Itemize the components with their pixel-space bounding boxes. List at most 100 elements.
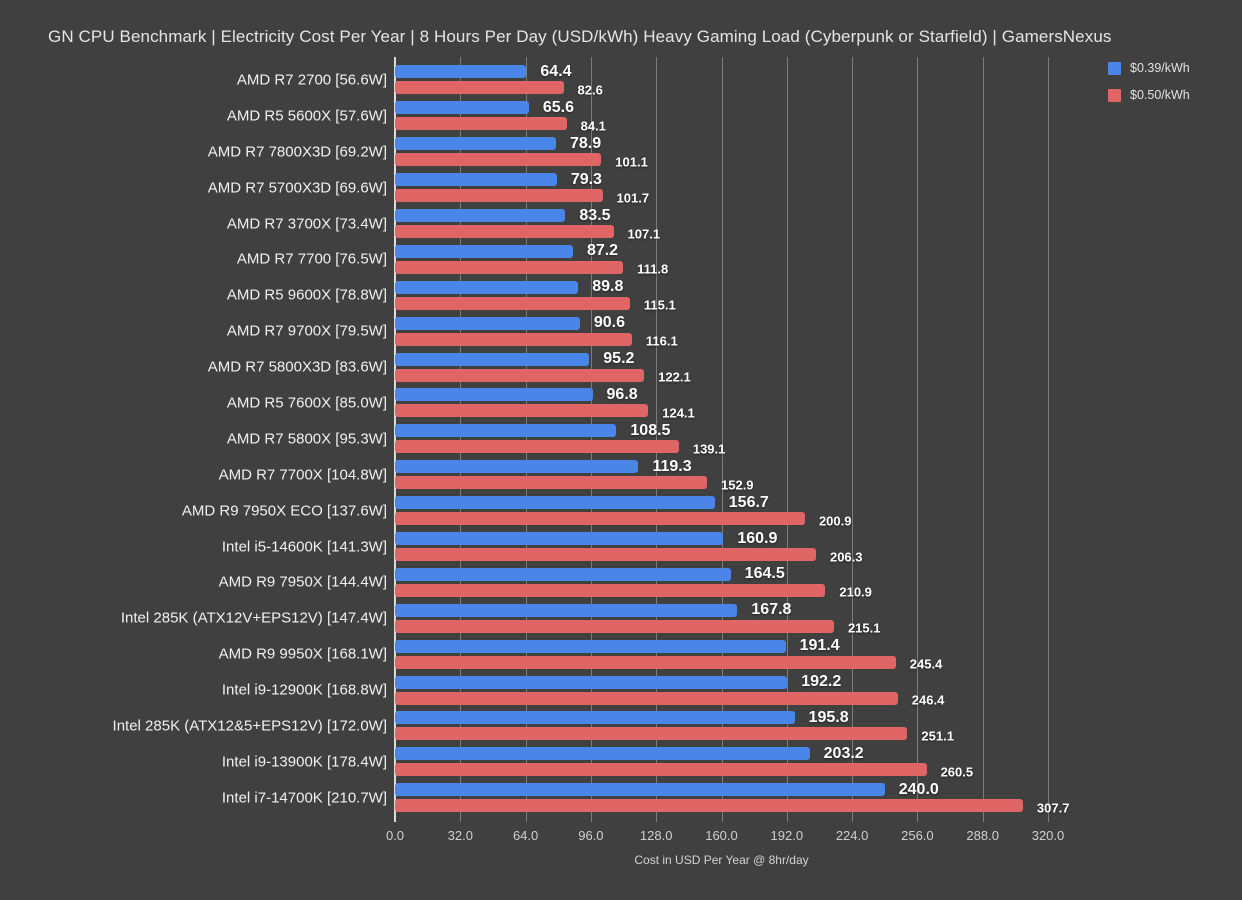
category-label: Intel 285K (ATX12&5+EPS12V) [172.0W] (112, 717, 387, 735)
bar-050kwh (395, 368, 645, 382)
bar-value-label: 90.6 (593, 314, 626, 332)
x-tick-label: 224.0 (835, 828, 869, 843)
x-tick-label: 288.0 (966, 828, 999, 843)
bar-line: 89.8 (395, 278, 1048, 296)
bar-line: 152.9 (395, 476, 1048, 492)
bar-line: 124.1 (395, 404, 1048, 421)
bar-group: AMD R9 7950X [144.4W] 164.5 210.9 (219, 565, 1048, 600)
bar-value-label: 160.9 (737, 529, 778, 547)
bar-value-label: 116.1 (645, 333, 678, 349)
bar-line: 115.1 (395, 296, 1048, 313)
bar-039kwh (395, 675, 788, 689)
category-label: AMD R7 5700X3D [69.6W] (207, 179, 387, 197)
bar-line: 191.4 (395, 637, 1048, 654)
bar-group: AMD R9 7950X ECO [137.6W] 156.7 200.9 (182, 493, 1048, 529)
bar-050kwh (395, 189, 603, 203)
category-label: AMD R7 7700X [104.8W] (218, 466, 387, 484)
bar-value-label: 215.1 (847, 620, 881, 636)
bar-value-label: 108.5 (630, 421, 671, 439)
bar-050kwh (395, 691, 898, 705)
bar-050kwh (395, 81, 564, 95)
bar-group: Intel 285K (ATX12V+EPS12V) [147.4W] 167.8… (121, 601, 1048, 636)
category-label: AMD R7 5800X3D [83.6W] (207, 358, 387, 376)
bar-line: 307.7 (395, 799, 1069, 815)
bar-value-label: 111.8 (637, 261, 669, 277)
gridline (982, 57, 984, 822)
bar-group: AMD R9 9950X [168.1W] 191.4 245.4 (219, 637, 1048, 672)
bar-line: 164.5 (395, 565, 1048, 583)
bar-line: 83.5 (395, 207, 1048, 224)
bar-value-label: 87.2 (586, 242, 619, 260)
legend-label: $0.50/kWh (1130, 88, 1190, 102)
bar-value-label: 64.4 (540, 62, 572, 80)
bar-group: AMD R7 7800X3D [69.2W] 78.9 101.1 (208, 135, 1048, 170)
bar-050kwh (395, 727, 908, 741)
category-label: AMD R5 7600X [85.0W] (226, 394, 387, 412)
legend-item: $0.50/kWh (1108, 88, 1190, 102)
bar-value-label: 115.1 (643, 297, 676, 313)
bar-line: 215.1 (395, 619, 1048, 636)
category-label: AMD R5 9600X [78.8W] (226, 286, 387, 304)
bar-line: 206.3 (395, 548, 1048, 564)
bar-039kwh (395, 65, 527, 79)
category-label: Intel i9-13900K [178.4W] (221, 753, 387, 771)
bar-value-label: 192.2 (801, 673, 842, 691)
x-axis: 0.0 32.0 64.0 96.0 128.0 160.0 192.0 224.0 256.0… (386, 828, 1064, 846)
gridline (525, 57, 527, 822)
bar-value-label: 101.1 (615, 154, 648, 170)
bar-group: AMD R7 7700X [104.8W] 119.3 152.9 (219, 458, 1048, 493)
bar-039kwh (395, 747, 810, 761)
bar-039kwh (395, 711, 795, 725)
bar-line: 160.9 (395, 529, 1048, 547)
bar-050kwh (395, 117, 567, 131)
bar-039kwh (395, 496, 715, 510)
bar-line: 78.9 (395, 135, 1048, 152)
bar-line: 156.7 (395, 493, 1048, 511)
bar-line: 192.2 (395, 673, 1048, 691)
bar-050kwh (395, 799, 1023, 813)
bar-line: 95.2 (395, 350, 1048, 368)
legend-swatch-icon (1108, 61, 1121, 75)
category-label: AMD R7 9700X [79.5W] (226, 322, 387, 340)
bar-group: AMD R7 5800X [95.3W] 108.5 139.1 (227, 421, 1048, 457)
bar-value-label: 164.5 (744, 565, 785, 583)
bar-value-label: 195.8 (808, 708, 849, 726)
bar-group: AMD R7 2700 [56.6W] 64.4 82.6 (237, 62, 1048, 98)
bar-rows: AMD R7 2700 [56.6W] 64.4 82.6 AMD R5 5600X … (113, 57, 1070, 822)
bar-050kwh (395, 332, 632, 346)
bar-039kwh (395, 639, 786, 653)
bar-050kwh (395, 476, 707, 490)
bar-line: 240.0 (395, 781, 1048, 798)
gridline (852, 57, 854, 822)
bar-039kwh (395, 424, 617, 438)
bar-value-label: 156.7 (728, 493, 769, 511)
x-tick-label: 0.0 (385, 828, 405, 843)
legend-item: $0.39/kWh (1108, 61, 1190, 75)
chart-title: GN CPU Benchmark | Electricity Cost Per … (48, 27, 1112, 46)
bar-050kwh (395, 153, 602, 167)
bar-group: Intel i9-12900K [168.8W] 192.2 246.4 (222, 673, 1048, 708)
bar-group: Intel i5-14600K [141.3W] 160.9 206.3 (222, 529, 1048, 565)
bar-group: AMD R7 7700 [76.5W] 87.2 111.8 (237, 242, 1048, 277)
x-axis-title: Cost in USD Per Year @ 8hr/day (634, 853, 809, 867)
gridline (786, 57, 788, 822)
bar-value-label: 200.9 (818, 513, 852, 529)
bar-value-label: 246.4 (911, 692, 945, 708)
bar-039kwh (395, 137, 556, 151)
x-tick-label: 128.0 (639, 828, 673, 843)
zero-baseline (394, 57, 396, 822)
bar-line: 167.8 (395, 601, 1048, 618)
bar-050kwh (395, 512, 805, 526)
bar-value-label: 95.2 (603, 350, 635, 368)
bar-value-label: 124.1 (662, 405, 695, 421)
bar-line: 65.6 (395, 99, 1048, 116)
gridline (917, 57, 919, 822)
bar-line: 245.4 (395, 655, 1048, 672)
bar-line: 111.8 (395, 260, 1048, 277)
bar-value-label: 122.1 (658, 369, 691, 385)
bar-line: 119.3 (395, 458, 1048, 475)
gridline (590, 57, 592, 822)
category-label: AMD R9 9950X [168.1W] (218, 645, 387, 663)
bar-value-label: 89.8 (592, 278, 624, 296)
legend-label: $0.39/kWh (1130, 61, 1190, 75)
